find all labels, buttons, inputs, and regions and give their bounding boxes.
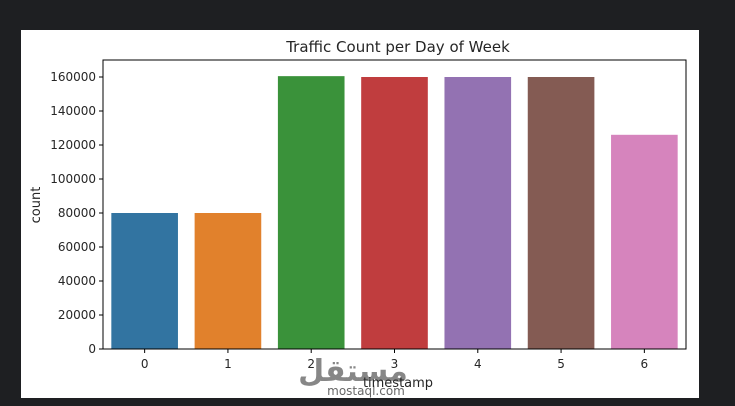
bar-chart: مستقل mostaql.com 0 20000 40000 60000 80000 1… — [29, 38, 687, 398]
x-axis: 0 1 2 3 4 5 6 — [141, 349, 648, 371]
x-axis-label: timestamp — [363, 376, 433, 391]
watermark-latin: mostaql.com — [327, 384, 405, 398]
x-tick-label-5: 5 — [557, 357, 565, 371]
y-tick-label-20000: 20000 — [58, 308, 96, 322]
x-tick-label-3: 3 — [391, 357, 399, 371]
y-axis-label: count — [29, 187, 44, 224]
y-tick-label-0: 0 — [88, 342, 96, 356]
bar-1 — [194, 213, 262, 349]
y-tick-label-160000: 160000 — [50, 70, 96, 84]
y-tick-label-140000: 140000 — [50, 104, 96, 118]
chart-title: Traffic Count per Day of Week — [285, 38, 510, 56]
x-tick-label-6: 6 — [641, 357, 649, 371]
y-tick-label-100000: 100000 — [50, 172, 96, 186]
y-tick-label-120000: 120000 — [50, 138, 96, 152]
y-tick-label-80000: 80000 — [58, 206, 96, 220]
bar-2 — [277, 76, 345, 350]
y-tick-label-40000: 40000 — [58, 274, 96, 288]
watermark: مستقل mostaql.com — [298, 354, 408, 398]
y-axis: 0 20000 40000 60000 80000 100000 120000 140000 1… — [50, 70, 103, 356]
bar-6 — [611, 134, 678, 349]
x-tick-label-2: 2 — [307, 357, 315, 371]
watermark-arabic: مستقل — [298, 354, 408, 389]
x-tick-label-1: 1 — [224, 357, 232, 371]
bar-5 — [527, 77, 595, 349]
bar-0 — [111, 213, 178, 349]
x-tick-label-0: 0 — [141, 357, 149, 371]
chart-panel: مستقل mostaql.com 0 20000 40000 60000 80000 1… — [21, 30, 699, 398]
x-tick-label-4: 4 — [474, 357, 482, 371]
y-tick-label-60000: 60000 — [58, 240, 96, 254]
bars-group — [111, 76, 678, 350]
bar-4 — [444, 77, 512, 349]
bar-3 — [361, 77, 428, 349]
